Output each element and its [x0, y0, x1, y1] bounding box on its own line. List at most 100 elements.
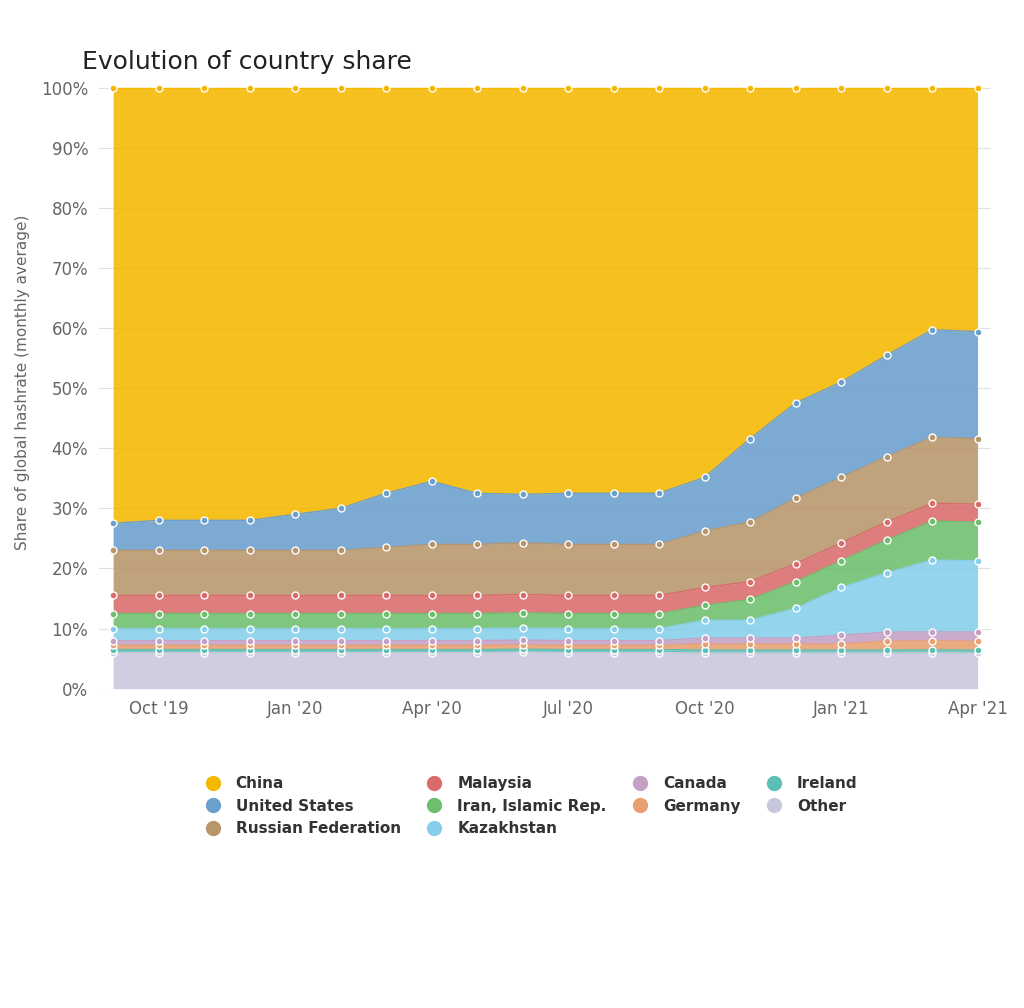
Point	[423, 633, 439, 649]
Point	[423, 641, 439, 657]
Point	[196, 621, 212, 637]
Point	[605, 485, 622, 501]
Point	[605, 641, 622, 657]
Point	[287, 644, 303, 660]
Point	[787, 600, 804, 616]
Point	[696, 80, 713, 96]
Point	[333, 644, 349, 660]
Point	[469, 588, 485, 604]
Point	[560, 485, 577, 501]
Point	[560, 588, 577, 604]
Point	[605, 80, 622, 96]
Point	[196, 80, 212, 96]
Point	[287, 506, 303, 522]
Point	[378, 633, 394, 649]
Point	[423, 536, 439, 552]
Point	[741, 642, 758, 658]
Point	[560, 621, 577, 637]
Point	[196, 633, 212, 649]
Point	[242, 644, 258, 660]
Point	[696, 580, 713, 596]
Point	[242, 641, 258, 657]
Point	[151, 633, 167, 649]
Point	[879, 645, 895, 661]
Point	[514, 486, 530, 502]
Point	[741, 574, 758, 590]
Point	[833, 470, 849, 486]
Point	[651, 644, 668, 660]
Point	[741, 80, 758, 96]
Point	[560, 633, 577, 649]
Point	[423, 644, 439, 660]
Point	[560, 637, 577, 653]
Point	[469, 80, 485, 96]
Point	[287, 621, 303, 637]
Point	[651, 606, 668, 622]
Point	[151, 80, 167, 96]
Point	[879, 532, 895, 548]
Point	[970, 80, 986, 96]
Legend: China, United States, Russian Federation, Malaysia, Iran, Islamic Rep., Kazakhst: China, United States, Russian Federation…	[191, 770, 864, 843]
Point	[196, 641, 212, 657]
Point	[605, 637, 622, 653]
Point	[469, 485, 485, 501]
Point	[970, 624, 986, 640]
Point	[605, 644, 622, 660]
Point	[242, 621, 258, 637]
Point	[970, 324, 986, 340]
Point	[605, 633, 622, 649]
Point	[423, 473, 439, 489]
Point	[514, 80, 530, 96]
Point	[741, 430, 758, 447]
Point	[196, 606, 212, 622]
Point	[970, 496, 986, 512]
Point	[469, 637, 485, 653]
Point	[469, 606, 485, 622]
Point	[514, 587, 530, 603]
Point	[423, 621, 439, 637]
Point	[560, 641, 577, 657]
Point	[879, 514, 895, 530]
Point	[378, 606, 394, 622]
Point	[151, 588, 167, 604]
Point	[378, 641, 394, 657]
Point	[924, 642, 940, 658]
Point	[151, 637, 167, 653]
Point	[104, 80, 121, 96]
Point	[879, 624, 895, 640]
Point	[833, 636, 849, 652]
Point	[196, 512, 212, 528]
Point	[924, 645, 940, 661]
Point	[469, 633, 485, 649]
Point	[378, 644, 394, 660]
Point	[469, 644, 485, 660]
Point	[970, 514, 986, 530]
Point	[423, 637, 439, 653]
Point	[787, 574, 804, 590]
Point	[242, 606, 258, 622]
Point	[696, 645, 713, 661]
Point	[605, 536, 622, 552]
Point	[242, 633, 258, 649]
Point	[879, 80, 895, 96]
Point	[242, 542, 258, 558]
Point	[242, 80, 258, 96]
Point	[741, 645, 758, 661]
Point	[287, 542, 303, 558]
Point	[924, 633, 940, 649]
Point	[924, 80, 940, 96]
Point	[741, 514, 758, 530]
Point	[514, 620, 530, 636]
Point	[287, 80, 303, 96]
Point	[151, 621, 167, 637]
Point	[741, 630, 758, 646]
Point	[970, 645, 986, 661]
Point	[651, 633, 668, 649]
Point	[741, 592, 758, 608]
Point	[651, 637, 668, 653]
Point	[242, 637, 258, 653]
Point	[605, 606, 622, 622]
Point	[287, 641, 303, 657]
Point	[469, 621, 485, 637]
Point	[423, 588, 439, 604]
